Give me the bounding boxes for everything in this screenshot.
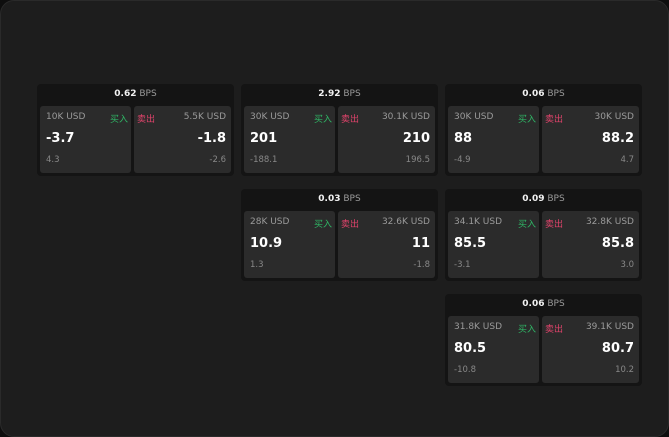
ask-price: -1.8 bbox=[197, 131, 226, 146]
buy-label: 买入 bbox=[517, 115, 536, 125]
sell-button[interactable]: 卖出 32.6K USD 11 -1.8 bbox=[338, 211, 435, 278]
spread-header: 2.92 BPS bbox=[241, 84, 438, 105]
ask-change: 196.5 bbox=[405, 155, 430, 165]
spread-unit: BPS bbox=[343, 194, 361, 204]
sell-button[interactable]: 卖出 32.8K USD 85.8 3.0 bbox=[542, 211, 639, 278]
ask-quantity: 32.8K USD bbox=[585, 217, 634, 227]
buy-button[interactable]: 31.8K USD 买入 80.5 -10.8 bbox=[448, 316, 539, 383]
bid-quantity: 10K USD bbox=[46, 112, 86, 122]
quote-widget: 0.06 BPS 30K USD 买入 88 -4.9 卖出 30K USD 8… bbox=[445, 84, 642, 176]
sell-button[interactable]: 卖出 30.1K USD 210 196.5 bbox=[338, 106, 435, 173]
quote-widget: 0.09 BPS 34.1K USD 买入 85.5 -3.1 卖出 32.8K… bbox=[445, 189, 642, 281]
ask-quantity: 30K USD bbox=[594, 112, 634, 122]
spread-unit: BPS bbox=[139, 89, 157, 99]
spread-header: 0.03 BPS bbox=[241, 189, 438, 210]
spread-value: 0.03 bbox=[318, 194, 341, 204]
quote-widget: 0.03 BPS 28K USD 买入 10.9 1.3 卖出 32.6K US… bbox=[241, 189, 438, 281]
spread-value: 2.92 bbox=[318, 89, 341, 99]
spread-unit: BPS bbox=[343, 89, 361, 99]
buy-label: 买入 bbox=[517, 220, 536, 230]
ask-quantity: 39.1K USD bbox=[585, 322, 634, 332]
bid-change: 1.3 bbox=[250, 260, 264, 270]
bid-price: -3.7 bbox=[46, 131, 75, 146]
ask-price: 80.7 bbox=[601, 341, 634, 356]
ask-price: 88.2 bbox=[601, 131, 634, 146]
buy-label: 买入 bbox=[109, 115, 128, 125]
buy-label: 买入 bbox=[313, 115, 332, 125]
sell-button[interactable]: 卖出 30K USD 88.2 4.7 bbox=[542, 106, 639, 173]
quote-widget: 0.06 BPS 31.8K USD 买入 80.5 -10.8 卖出 39.1… bbox=[445, 294, 642, 386]
sell-label: 卖出 bbox=[137, 115, 156, 125]
spread-header: 0.62 BPS bbox=[37, 84, 234, 105]
buy-button[interactable]: 28K USD 买入 10.9 1.3 bbox=[244, 211, 335, 278]
bid-price: 201 bbox=[250, 131, 278, 146]
buy-label: 买入 bbox=[517, 325, 536, 335]
buy-label: 买入 bbox=[313, 220, 332, 230]
bid-price: 80.5 bbox=[454, 341, 487, 356]
ask-quantity: 32.6K USD bbox=[381, 217, 430, 227]
sell-button[interactable]: 卖出 39.1K USD 80.7 10.2 bbox=[542, 316, 639, 383]
quote-widget: 2.92 BPS 30K USD 买入 201 -188.1 卖出 30.1K … bbox=[241, 84, 438, 176]
buy-button[interactable]: 30K USD 买入 201 -188.1 bbox=[244, 106, 335, 173]
sell-label: 卖出 bbox=[341, 220, 360, 230]
spread-unit: BPS bbox=[547, 299, 565, 309]
ask-quantity: 30.1K USD bbox=[381, 112, 430, 122]
spread-value: 0.06 bbox=[522, 89, 545, 99]
bid-quantity: 34.1K USD bbox=[454, 217, 503, 227]
ask-price: 210 bbox=[402, 131, 430, 146]
quote-widget: 0.62 BPS 10K USD 买入 -3.7 4.3 卖出 5.5K USD… bbox=[37, 84, 234, 176]
spread-header: 0.06 BPS bbox=[445, 84, 642, 105]
bid-price: 88 bbox=[454, 131, 473, 146]
bid-change: 4.3 bbox=[46, 155, 60, 165]
sell-button[interactable]: 卖出 5.5K USD -1.8 -2.6 bbox=[134, 106, 231, 173]
ask-price: 85.8 bbox=[601, 236, 634, 251]
sell-label: 卖出 bbox=[545, 115, 564, 125]
sell-label: 卖出 bbox=[545, 220, 564, 230]
spread-value: 0.06 bbox=[522, 299, 545, 309]
buy-button[interactable]: 30K USD 买入 88 -4.9 bbox=[448, 106, 539, 173]
bid-change: -4.9 bbox=[454, 155, 471, 165]
bid-change: -10.8 bbox=[454, 365, 476, 375]
bid-change: -188.1 bbox=[250, 155, 278, 165]
spread-value: 0.09 bbox=[522, 194, 545, 204]
ask-change: -1.8 bbox=[413, 260, 430, 270]
bid-price: 10.9 bbox=[250, 236, 283, 251]
spread-unit: BPS bbox=[547, 194, 565, 204]
spread-value: 0.62 bbox=[114, 89, 137, 99]
bid-quantity: 31.8K USD bbox=[454, 322, 503, 332]
ask-change: -2.6 bbox=[209, 155, 226, 165]
bid-quantity: 30K USD bbox=[250, 112, 290, 122]
ask-change: 10.2 bbox=[615, 365, 634, 375]
buy-button[interactable]: 10K USD 买入 -3.7 4.3 bbox=[40, 106, 131, 173]
buy-button[interactable]: 34.1K USD 买入 85.5 -3.1 bbox=[448, 211, 539, 278]
bid-quantity: 28K USD bbox=[250, 217, 290, 227]
spread-header: 0.09 BPS bbox=[445, 189, 642, 210]
ask-change: 3.0 bbox=[620, 260, 634, 270]
bid-quantity: 30K USD bbox=[454, 112, 494, 122]
sell-label: 卖出 bbox=[341, 115, 360, 125]
ask-change: 4.7 bbox=[620, 155, 634, 165]
ask-price: 11 bbox=[411, 236, 430, 251]
sell-label: 卖出 bbox=[545, 325, 564, 335]
bid-price: 85.5 bbox=[454, 236, 487, 251]
spread-header: 0.06 BPS bbox=[445, 294, 642, 315]
bid-change: -3.1 bbox=[454, 260, 471, 270]
ask-quantity: 5.5K USD bbox=[183, 112, 226, 122]
spread-unit: BPS bbox=[547, 89, 565, 99]
